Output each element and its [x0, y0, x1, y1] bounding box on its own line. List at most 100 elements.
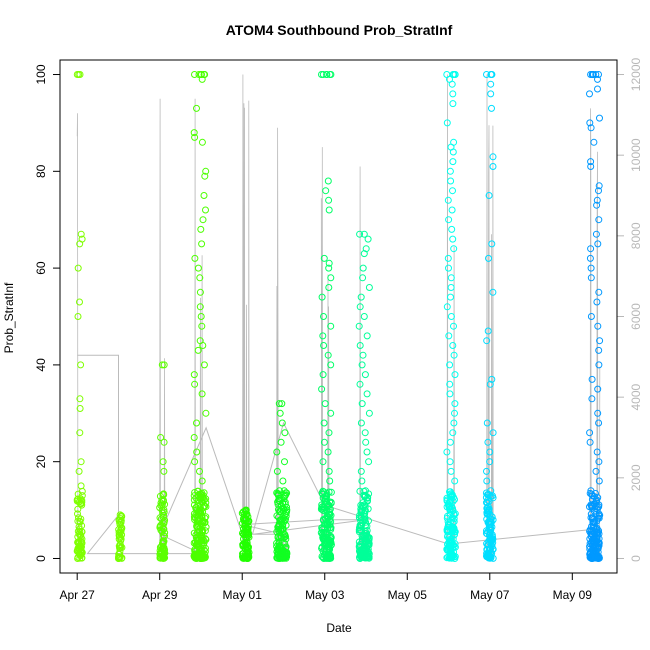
data-point: [362, 438, 370, 446]
data-point: [357, 467, 365, 475]
data-point: [592, 467, 600, 475]
data-point: [594, 75, 601, 83]
data-point: [118, 513, 126, 521]
data-point: [277, 438, 285, 446]
data-point: [448, 514, 456, 522]
point-cluster: [190, 71, 210, 562]
data-point: [160, 490, 168, 498]
data-point: [358, 522, 365, 529]
data-point: [77, 552, 84, 560]
data-point: [282, 489, 290, 497]
point-cluster: [73, 71, 86, 562]
data-point: [327, 537, 334, 545]
x-tick-label: May 05: [388, 588, 428, 602]
data-point: [450, 510, 458, 518]
data-point: [593, 201, 601, 209]
data-point: [487, 80, 495, 88]
chart-title: ATOM4 Southbound Prob_StratInf: [226, 22, 453, 38]
data-point: [281, 498, 289, 506]
data-point: [593, 196, 601, 204]
data-point: [196, 274, 204, 282]
data-point: [198, 513, 206, 521]
data-point: [77, 482, 85, 490]
data-point: [276, 551, 284, 559]
data-point: [281, 429, 289, 437]
data-point: [197, 313, 205, 320]
data-point: [278, 419, 286, 427]
data-point: [115, 555, 122, 562]
y2-tick-label: 10000: [629, 138, 643, 172]
data-point: [327, 361, 335, 369]
data-point: [326, 511, 334, 519]
x-axis-label: Date: [326, 621, 352, 635]
data-point: [360, 313, 368, 320]
data-point: [443, 494, 451, 502]
data-point: [595, 458, 603, 466]
point-cluster: [115, 511, 126, 562]
data-point: [196, 550, 204, 558]
data-point: [190, 510, 198, 518]
data-point: [447, 177, 455, 185]
data-point: [593, 448, 601, 456]
data-point: [451, 543, 459, 551]
data-point: [198, 322, 206, 330]
data-point: [76, 71, 84, 78]
data-point: [488, 534, 496, 542]
data-point: [160, 438, 168, 446]
data-point: [486, 549, 494, 556]
data-point: [117, 528, 125, 536]
data-point: [199, 216, 207, 224]
data-point: [190, 434, 198, 441]
point-cluster: [238, 506, 253, 562]
data-point: [319, 458, 327, 466]
data-point: [587, 245, 595, 253]
data-point: [487, 90, 495, 98]
data-point: [74, 313, 82, 320]
point-cluster: [273, 400, 291, 562]
data-point: [242, 524, 250, 532]
data-point: [324, 554, 332, 562]
data-point: [587, 158, 595, 166]
data-point: [202, 409, 210, 417]
data-point: [325, 196, 333, 204]
data-point: [160, 361, 168, 369]
data-point: [591, 548, 599, 556]
data-point: [449, 429, 457, 437]
data-point: [586, 254, 594, 262]
data-point: [200, 192, 208, 199]
data-point: [447, 284, 455, 291]
data-point: [202, 206, 209, 214]
data-point: [281, 458, 288, 466]
data-point: [118, 525, 126, 533]
data-point: [283, 503, 290, 511]
data-point: [450, 351, 458, 359]
data-point: [586, 438, 594, 446]
y-tick-label: 20: [34, 455, 48, 469]
data-point: [595, 71, 602, 78]
data-point: [324, 351, 332, 359]
data-point: [76, 405, 84, 412]
data-point: [76, 240, 84, 248]
data-point: [363, 390, 371, 398]
data-point: [448, 552, 456, 559]
data-point: [483, 540, 491, 548]
data-point: [116, 541, 124, 549]
data-point: [77, 361, 85, 369]
data-point: [444, 512, 451, 520]
data-point: [451, 71, 459, 78]
data-point: [358, 400, 366, 408]
data-point: [449, 235, 457, 243]
data-point: [75, 523, 83, 531]
data-point: [592, 71, 600, 78]
data-point: [444, 254, 452, 262]
data-point: [446, 380, 454, 388]
point-cluster: [482, 71, 497, 562]
data-point: [324, 448, 332, 456]
data-point: [448, 80, 456, 88]
data-point: [318, 503, 326, 511]
data-point: [194, 346, 202, 354]
data-point: [362, 538, 370, 546]
data-point: [450, 322, 457, 330]
data-point: [75, 467, 83, 475]
data-point: [450, 419, 458, 427]
